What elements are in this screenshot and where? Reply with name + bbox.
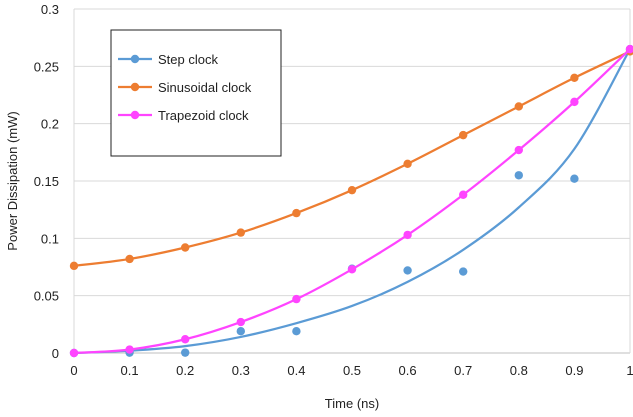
data-point — [514, 102, 523, 111]
plot-border — [73, 9, 631, 354]
y-tick-label: 0.2 — [41, 117, 59, 132]
legend-item: Sinusoidal clock — [118, 80, 252, 95]
x-tick-label: 0.4 — [287, 363, 305, 378]
legend-label: Trapezoid clock — [158, 108, 249, 123]
data-point — [347, 185, 357, 195]
data-point — [459, 130, 468, 140]
data-point — [181, 335, 190, 344]
y-tick-label: 0.1 — [41, 231, 59, 246]
x-tick-label: 0.1 — [121, 363, 139, 378]
data-point — [570, 174, 579, 183]
y-tick-label: 0.05 — [34, 289, 59, 304]
data-point — [292, 208, 301, 218]
data-point — [403, 266, 412, 275]
x-tick-labels: 0 0.1 0.2 0.3 0.4 0.5 0.6 0.7 0.8 0.9 1 — [70, 363, 633, 378]
data-point — [292, 294, 301, 304]
data-point — [570, 73, 579, 83]
series-line — [73, 48, 631, 355]
data-point — [236, 228, 245, 237]
data-point — [459, 190, 468, 199]
legend: Step clock Sinusoidal clock Trapezoid cloc… — [110, 29, 282, 157]
x-tick-label: 1 — [626, 363, 633, 378]
series-layer — [69, 44, 633, 358]
x-tick-label: 0 — [70, 363, 77, 378]
legend-item: Step clock — [118, 52, 218, 67]
legend-item: Trapezoid clock — [118, 108, 249, 123]
x-tick-label: 0.2 — [176, 363, 194, 378]
x-tick-label: 0.9 — [565, 363, 583, 378]
data-point — [292, 327, 301, 336]
data-point — [625, 44, 633, 54]
x-tick-label: 0.6 — [399, 363, 417, 378]
legend-label: Sinusoidal clock — [158, 80, 252, 95]
data-point — [125, 254, 134, 264]
y-tick-label: 0.25 — [34, 59, 59, 74]
legend-swatch-marker — [130, 82, 140, 92]
series-trapezoid-clock — [69, 44, 633, 358]
x-tick-label: 0.3 — [232, 363, 250, 378]
data-point — [125, 345, 134, 354]
y-tick-label: 0 — [52, 346, 59, 361]
data-point — [236, 327, 245, 336]
data-point — [514, 171, 523, 180]
y-tick-label: 0.3 — [41, 2, 59, 17]
y-tick-labels: 0 0.05 0.1 0.15 0.2 0.25 0.3 — [34, 2, 59, 361]
legend-swatch-marker — [130, 54, 140, 64]
data-point — [236, 317, 245, 327]
legend-label: Step clock — [158, 52, 218, 67]
data-point — [181, 243, 190, 252]
y-tick-label: 0.15 — [34, 174, 59, 189]
x-tick-label: 0.5 — [343, 363, 361, 378]
data-point — [69, 261, 79, 271]
legend-swatch-marker — [130, 110, 140, 120]
data-point — [69, 348, 79, 358]
data-point — [403, 230, 412, 240]
data-point — [347, 265, 357, 274]
legend-box — [110, 29, 282, 157]
y-axis-title: Power Dissipation (mW) — [5, 111, 20, 250]
x-tick-label: 0.8 — [510, 363, 528, 378]
x-axis-title: Time (ns) — [325, 396, 379, 411]
data-point — [403, 159, 412, 168]
data-point — [181, 348, 190, 357]
data-point — [459, 267, 468, 276]
series-line — [73, 48, 631, 355]
x-tick-label: 0.7 — [454, 363, 472, 378]
data-point — [570, 97, 579, 107]
data-point — [514, 145, 523, 155]
